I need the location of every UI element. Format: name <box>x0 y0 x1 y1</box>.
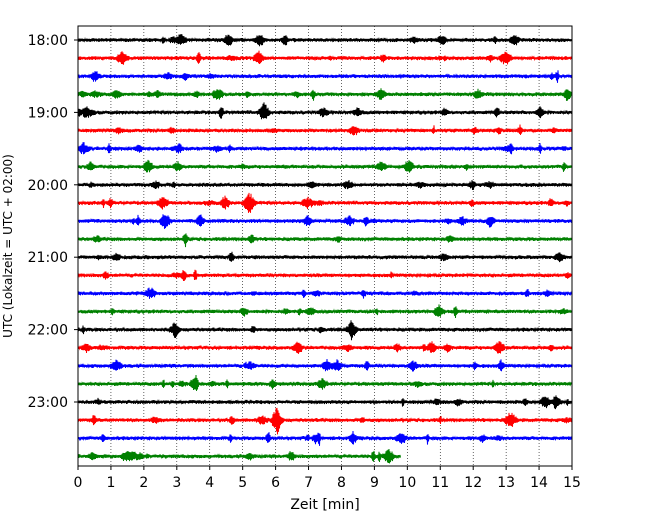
x-tick-label: 12 <box>464 475 482 491</box>
trace-line <box>77 102 573 120</box>
grid-lines <box>110 26 540 466</box>
x-tick-label: 7 <box>304 475 313 491</box>
y-tick-label: 20:00 <box>28 178 68 194</box>
y-tick-label: 22:00 <box>28 323 68 339</box>
x-tick-label: 14 <box>530 475 548 491</box>
x-tick-label: 1 <box>106 475 115 491</box>
trace-line <box>77 214 573 229</box>
x-tick-label: 2 <box>139 475 148 491</box>
y-tick-label: 18:00 <box>28 33 68 49</box>
x-tick-label: 3 <box>172 475 181 491</box>
trace-line <box>77 251 573 263</box>
trace-line <box>77 407 573 435</box>
x-tick-label: 0 <box>74 475 83 491</box>
seismic-traces <box>77 33 573 464</box>
trace-line <box>77 88 573 101</box>
x-axis-label: Zeit [min] <box>290 497 359 513</box>
trace-line <box>77 287 573 299</box>
trace-line <box>77 124 573 136</box>
trace-line <box>77 142 573 155</box>
y-tick-label: 19:00 <box>28 105 68 121</box>
x-tick-label: 4 <box>205 475 214 491</box>
trace-line <box>77 320 573 341</box>
trace-line <box>77 395 573 410</box>
y-tick-label: 21:00 <box>28 250 68 266</box>
trace-line <box>77 448 401 464</box>
trace-line <box>77 179 573 190</box>
trace-line <box>77 269 573 281</box>
plot-frame <box>77 25 573 467</box>
trace-line <box>77 233 573 248</box>
x-tick-label: 9 <box>370 475 379 491</box>
trace-line <box>77 50 573 65</box>
y-tick-label: 23:00 <box>28 395 68 411</box>
trace-line <box>77 359 573 372</box>
trace-line <box>77 159 573 173</box>
trace-line <box>77 70 573 83</box>
trace-line <box>77 341 573 354</box>
x-tick-label: 11 <box>431 475 449 491</box>
y-axis-label: UTC (Lokalzeit = UTC + 02:00) <box>1 154 15 338</box>
x-tick-label: 13 <box>497 475 515 491</box>
trace-line <box>77 304 573 319</box>
x-tick-label: 6 <box>271 475 280 491</box>
x-tick-label: 5 <box>238 475 247 491</box>
x-axis-ticks: 0 1 2 3 4 5 6 7 8 9 10 11 12 13 14 15 <box>74 466 581 491</box>
trace-line <box>77 375 573 391</box>
x-tick-label: 10 <box>398 475 416 491</box>
x-tick-label: 8 <box>337 475 346 491</box>
trace-line <box>77 33 573 47</box>
y-axis-ticks: 18:00 19:00 20:00 21:00 22:00 23:00 <box>28 33 78 411</box>
trace-line <box>77 192 573 213</box>
trace-line <box>77 431 573 446</box>
x-tick-label: 15 <box>563 475 581 491</box>
